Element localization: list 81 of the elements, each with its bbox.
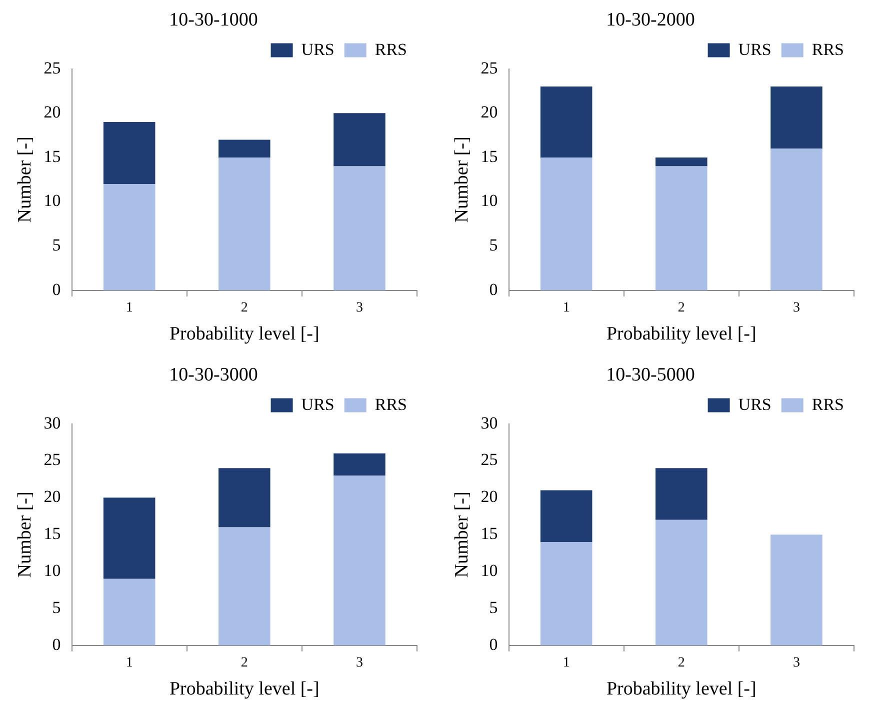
x-tick-label: 2 (678, 300, 685, 316)
y-tick-label: 10 (44, 191, 61, 210)
x-axis-title: Probability level [-] (169, 678, 320, 700)
chart-title: 10-30-1000 (169, 9, 258, 30)
legend-label: URS (301, 394, 334, 414)
x-tick-label: 1 (562, 655, 570, 670)
bar (540, 542, 592, 646)
legend-label: URS (738, 40, 772, 59)
x-tick-label: 3 (356, 655, 363, 670)
y-tick-label: 30 (44, 413, 61, 432)
x-axis-title: Probability level [-] (606, 678, 756, 700)
legend-label: URS (738, 394, 772, 414)
legend-label: URS (301, 40, 334, 59)
y-tick-label: 15 (480, 146, 498, 166)
y-tick-label: 15 (480, 524, 498, 544)
y-tick-label: 20 (480, 487, 498, 506)
x-tick-label: 2 (240, 300, 248, 316)
bar (334, 476, 386, 646)
y-tick-label: 0 (489, 280, 498, 299)
y-axis-title: Number [-] (14, 136, 36, 223)
chart-title: 10-30-3000 (169, 364, 258, 386)
bar (770, 534, 822, 646)
y-tick-label: 30 (480, 413, 498, 432)
y-axis-title: Number [-] (451, 492, 472, 578)
x-tick-label: 3 (356, 300, 363, 316)
y-tick-label: 15 (44, 146, 61, 166)
y-axis-title: Number [-] (451, 136, 472, 223)
y-tick-label: 5 (489, 236, 498, 255)
x-tick-label: 3 (792, 655, 800, 670)
legend-label: RRS (812, 394, 844, 414)
bar (103, 122, 156, 184)
chart-title: 10-30-2000 (606, 9, 695, 30)
y-axis-title: Number [-] (14, 492, 36, 578)
bar (218, 140, 270, 158)
legend-label: RRS (374, 40, 408, 59)
y-tick-label: 20 (480, 102, 498, 122)
y-tick-label: 25 (44, 58, 61, 78)
y-tick-label: 5 (489, 598, 498, 617)
bar (218, 527, 270, 646)
y-tick-label: 25 (480, 450, 498, 470)
bar (656, 468, 708, 520)
x-tick-label: 1 (126, 655, 133, 670)
bar (540, 86, 592, 158)
y-tick-label: 0 (52, 634, 61, 654)
bar (103, 184, 156, 290)
bar (656, 157, 708, 166)
x-tick-label: 2 (678, 655, 685, 670)
y-tick-label: 10 (44, 561, 61, 580)
x-tick-label: 3 (792, 300, 800, 316)
y-tick-label: 25 (44, 450, 61, 470)
bar (656, 166, 708, 290)
chart-title: 10-30-5000 (606, 364, 695, 386)
x-tick-label: 1 (126, 300, 133, 316)
y-tick-label: 20 (44, 487, 61, 506)
y-tick-label: 25 (480, 58, 498, 78)
x-tick-label: 2 (240, 655, 248, 670)
y-tick-label: 5 (52, 598, 61, 617)
bar (334, 453, 386, 476)
x-axis-title: Probability level [-] (606, 324, 756, 345)
bar (540, 490, 592, 542)
bar (540, 157, 592, 290)
y-tick-label: 10 (480, 561, 498, 580)
bar (770, 86, 822, 149)
bar (218, 468, 270, 528)
bar (770, 148, 822, 290)
y-tick-label: 0 (489, 634, 498, 654)
bar (103, 498, 156, 579)
y-tick-label: 20 (44, 102, 61, 122)
x-tick-label: 1 (562, 300, 570, 316)
bar (334, 113, 386, 166)
y-tick-label: 15 (44, 524, 61, 544)
bar (334, 166, 386, 290)
bar (103, 578, 156, 646)
y-tick-label: 10 (480, 191, 498, 210)
bar (218, 157, 270, 290)
bar (656, 520, 708, 646)
y-tick-label: 0 (52, 280, 61, 299)
legend-label: RRS (812, 40, 844, 59)
y-tick-label: 5 (52, 236, 61, 255)
x-axis-title: Probability level [-] (169, 324, 320, 345)
legend-label: RRS (374, 394, 408, 414)
